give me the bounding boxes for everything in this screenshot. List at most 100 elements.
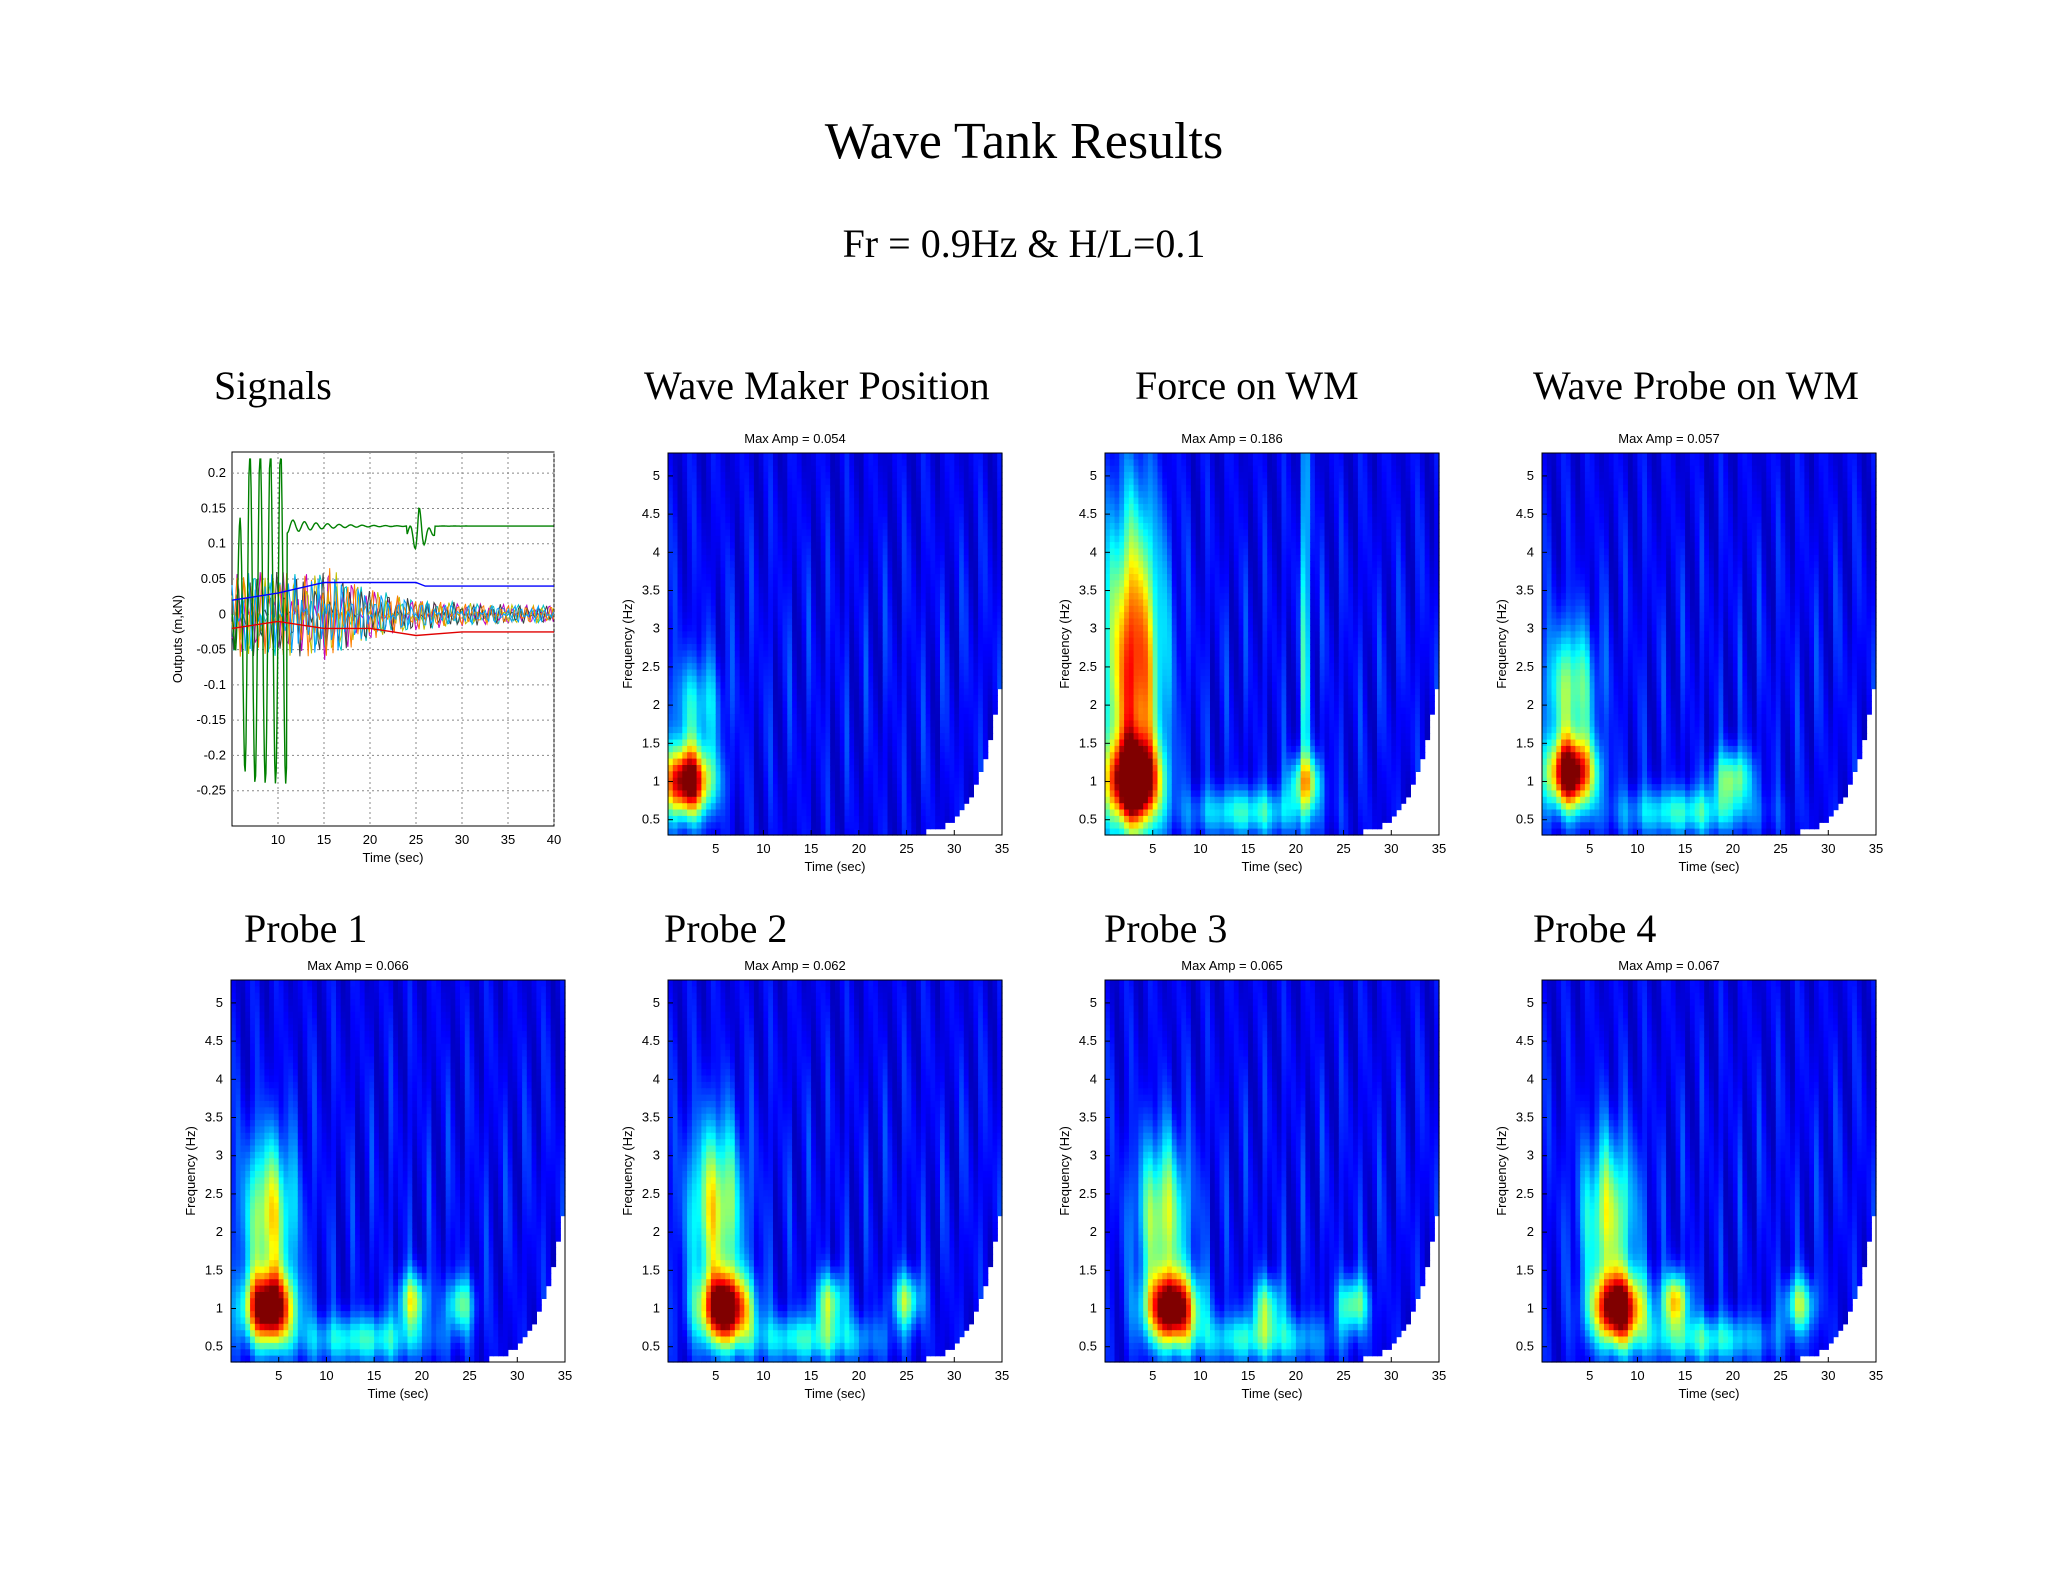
scalogram-cell xyxy=(844,663,850,671)
scalogram-cell xyxy=(820,758,827,766)
scalogram-cell xyxy=(858,663,865,671)
scalogram-cell xyxy=(801,612,807,620)
scalogram-cell xyxy=(677,510,683,518)
scalogram-cell xyxy=(710,605,717,613)
scalogram-cell xyxy=(935,777,941,785)
scalogram-cell xyxy=(701,599,707,607)
scalogram-cell xyxy=(973,580,979,588)
scalogram-cell xyxy=(863,472,869,480)
scalogram-cell xyxy=(901,624,908,632)
scalogram-cell xyxy=(815,796,822,804)
scalogram-cell xyxy=(792,752,798,760)
scalogram-cell xyxy=(687,497,693,505)
scalogram-cell xyxy=(835,701,841,709)
scalogram-cell xyxy=(849,675,855,683)
scalogram-cell xyxy=(892,503,898,511)
scalogram-cell xyxy=(706,503,712,511)
scalogram-cell xyxy=(973,567,979,575)
scalogram-cell xyxy=(773,624,779,632)
scalogram-cell xyxy=(696,784,702,792)
scalogram-cell xyxy=(696,624,702,632)
scalogram-cell xyxy=(720,803,726,811)
scalogram-cell xyxy=(691,720,698,728)
scalogram-cell xyxy=(858,529,865,537)
scalogram-cell xyxy=(777,605,784,613)
panel-title-force-on-wm: Force on WM xyxy=(1135,362,1359,409)
scalogram-cell xyxy=(959,535,965,543)
scalogram-cell xyxy=(1119,758,1125,766)
scalogram-cell xyxy=(882,516,889,524)
scalogram-cell xyxy=(973,612,979,620)
scalogram-cell xyxy=(677,542,683,550)
scalogram-cell xyxy=(963,453,970,460)
scalogram-cell xyxy=(873,586,879,594)
scalogram-cell xyxy=(811,745,817,753)
scalogram-cell xyxy=(710,733,717,741)
scalogram-cell xyxy=(668,803,674,811)
scalogram-cell xyxy=(815,465,822,473)
y-tick-label: 1.5 xyxy=(642,735,660,750)
scalogram-cell xyxy=(1105,459,1111,467)
scalogram-cell xyxy=(1143,637,1149,645)
scalogram-cell xyxy=(1143,574,1149,581)
scalogram-cell xyxy=(668,675,674,683)
scalogram-cell xyxy=(959,739,965,747)
scalogram-cell xyxy=(806,803,812,811)
scalogram-cell xyxy=(1138,720,1144,728)
scalogram-cell xyxy=(1147,701,1154,709)
scalogram-cell xyxy=(739,561,745,569)
scalogram-cell xyxy=(691,472,698,480)
scalogram-cell xyxy=(877,733,884,741)
scalogram-cell xyxy=(982,472,989,480)
scalogram-cell xyxy=(901,777,908,785)
scalogram-cell xyxy=(734,714,741,721)
scalogram-cell xyxy=(792,497,798,505)
scalogram-cell xyxy=(734,593,741,601)
scalogram-cell xyxy=(873,535,879,543)
scalogram-cell xyxy=(882,707,889,715)
scalogram-cell xyxy=(825,682,831,690)
scalogram-cell xyxy=(820,694,827,702)
scalogram-cell xyxy=(849,714,855,721)
scalogram-cell xyxy=(868,484,874,492)
scalogram-cell xyxy=(1167,453,1173,460)
scalogram-cell xyxy=(706,682,712,690)
scalogram-cell xyxy=(930,497,936,505)
scalogram-cell xyxy=(854,688,860,696)
scalogram-cell xyxy=(715,777,722,785)
scalogram-cell xyxy=(668,542,674,550)
scalogram-cell xyxy=(730,580,736,588)
scalogram-cell xyxy=(806,752,812,760)
scalogram-cell xyxy=(873,478,879,486)
scalogram-cell xyxy=(739,714,745,721)
scalogram-cell xyxy=(672,529,679,537)
scalogram-cell xyxy=(978,726,984,734)
scalogram-cell xyxy=(1109,650,1116,658)
scalogram-cell xyxy=(963,784,970,792)
scalogram-cell xyxy=(730,726,736,734)
scalogram-cell xyxy=(949,784,955,792)
scalogram-cell xyxy=(730,465,736,473)
scalogram-cell xyxy=(677,714,683,721)
scalogram-cell xyxy=(820,523,827,530)
scalogram-cell xyxy=(897,745,903,753)
scalogram-cell xyxy=(725,605,731,613)
scalogram-cell xyxy=(868,688,874,696)
scalogram-cell xyxy=(954,599,960,607)
scalogram-cell xyxy=(925,574,932,581)
scalogram-cell xyxy=(758,453,765,460)
scalogram-cell xyxy=(744,745,750,753)
scalogram-cell xyxy=(710,529,717,537)
scalogram-cell xyxy=(1143,815,1149,823)
scalogram-cell xyxy=(1138,669,1144,677)
scalogram-cell xyxy=(696,815,702,823)
scalogram-cell xyxy=(682,707,688,715)
scalogram-cell xyxy=(739,478,745,486)
scalogram-cell xyxy=(925,752,932,760)
scalogram-cell xyxy=(1147,605,1154,613)
scalogram-cell xyxy=(792,688,798,696)
scalogram-cell xyxy=(1114,497,1120,505)
scalogram-cell xyxy=(877,739,884,747)
scalogram-cell xyxy=(725,491,731,499)
scalogram-cell xyxy=(1152,739,1159,747)
